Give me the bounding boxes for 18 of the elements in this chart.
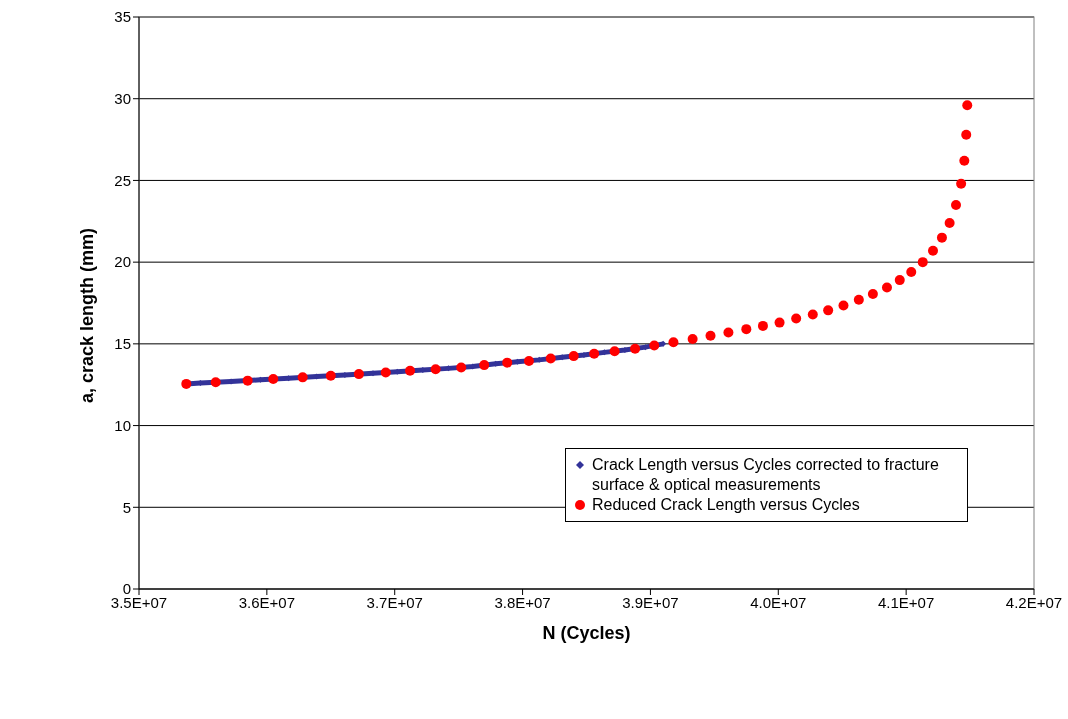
x-tick-label: 4.1E+07 bbox=[877, 593, 935, 611]
x-tick-label: 4.2E+07 bbox=[1005, 593, 1063, 611]
x-tick-label: 3.6E+07 bbox=[238, 593, 296, 611]
x-tick-label: 3.8E+07 bbox=[494, 593, 551, 611]
y-tick-label: 15 bbox=[114, 335, 131, 353]
y-tick-label: 20 bbox=[114, 253, 131, 271]
y-tick-label: 35 bbox=[114, 8, 131, 26]
y-axis-title: a, crack length (mm) bbox=[77, 227, 98, 403]
y-tick-label: 30 bbox=[114, 90, 131, 108]
y-tick-label: 25 bbox=[114, 171, 131, 189]
x-axis-title: N (Cycles) bbox=[542, 623, 631, 643]
x-tick-label: 3.7E+07 bbox=[366, 593, 423, 611]
y-tick-label: 5 bbox=[122, 498, 131, 516]
y-tick-label: 10 bbox=[114, 416, 131, 434]
x-tick-label: 4.0E+07 bbox=[750, 593, 807, 611]
legend-label: Reduced Crack Length versus Cycles bbox=[592, 495, 860, 515]
legend-label: Crack Length versus Cycles corrected to fracture surface & optical measurements bbox=[592, 455, 940, 495]
x-tick-label: 3.9E+07 bbox=[622, 593, 679, 611]
